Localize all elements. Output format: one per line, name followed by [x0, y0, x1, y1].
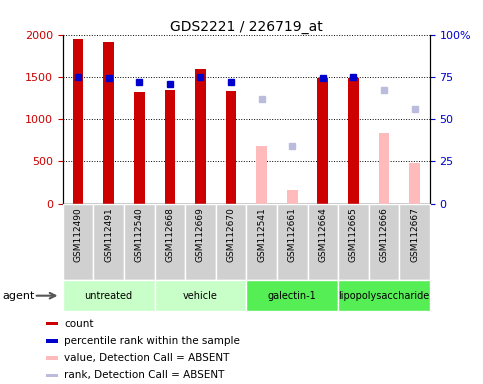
Bar [409, 163, 420, 204]
Bar [46, 356, 58, 360]
Bar [348, 78, 359, 204]
Text: GSM112661: GSM112661 [288, 207, 297, 262]
Bar [379, 132, 389, 204]
Text: GSM112668: GSM112668 [165, 207, 174, 262]
Bar [216, 204, 246, 280]
Text: rank, Detection Call = ABSENT: rank, Detection Call = ABSENT [64, 370, 225, 381]
Bar [399, 204, 430, 280]
Text: percentile rank within the sample: percentile rank within the sample [64, 336, 240, 346]
Bar [369, 204, 399, 280]
Title: GDS2221 / 226719_at: GDS2221 / 226719_at [170, 20, 323, 33]
Bar [63, 280, 155, 311]
Text: count: count [64, 318, 94, 329]
Text: GSM112670: GSM112670 [227, 207, 236, 262]
Bar [195, 69, 206, 204]
Text: galectin-1: galectin-1 [268, 291, 316, 301]
Bar [46, 322, 58, 325]
Bar [256, 146, 267, 204]
Bar [73, 39, 84, 204]
Text: GSM112491: GSM112491 [104, 207, 113, 262]
Text: GSM112665: GSM112665 [349, 207, 358, 262]
Bar [93, 204, 124, 280]
Bar [185, 204, 216, 280]
Bar [103, 42, 114, 204]
Bar [246, 280, 338, 311]
Bar [155, 280, 246, 311]
Text: GSM112540: GSM112540 [135, 207, 144, 262]
Text: GSM112664: GSM112664 [318, 207, 327, 262]
Bar [226, 91, 236, 204]
Bar [124, 204, 155, 280]
Text: value, Detection Call = ABSENT: value, Detection Call = ABSENT [64, 353, 229, 363]
Text: agent: agent [2, 291, 35, 301]
Bar [165, 90, 175, 204]
Text: untreated: untreated [85, 291, 133, 301]
Bar [46, 339, 58, 343]
Bar [155, 204, 185, 280]
Bar [338, 280, 430, 311]
Bar [246, 204, 277, 280]
Text: vehicle: vehicle [183, 291, 218, 301]
Bar [134, 92, 144, 204]
Bar [277, 204, 308, 280]
Bar [287, 190, 298, 204]
Bar [317, 78, 328, 204]
Bar [63, 204, 93, 280]
Bar [338, 204, 369, 280]
Text: GSM112541: GSM112541 [257, 207, 266, 262]
Text: GSM112490: GSM112490 [73, 207, 83, 262]
Text: GSM112666: GSM112666 [380, 207, 388, 262]
Text: GSM112667: GSM112667 [410, 207, 419, 262]
Bar [308, 204, 338, 280]
Text: lipopolysaccharide: lipopolysaccharide [339, 291, 429, 301]
Bar [46, 374, 58, 377]
Text: GSM112669: GSM112669 [196, 207, 205, 262]
